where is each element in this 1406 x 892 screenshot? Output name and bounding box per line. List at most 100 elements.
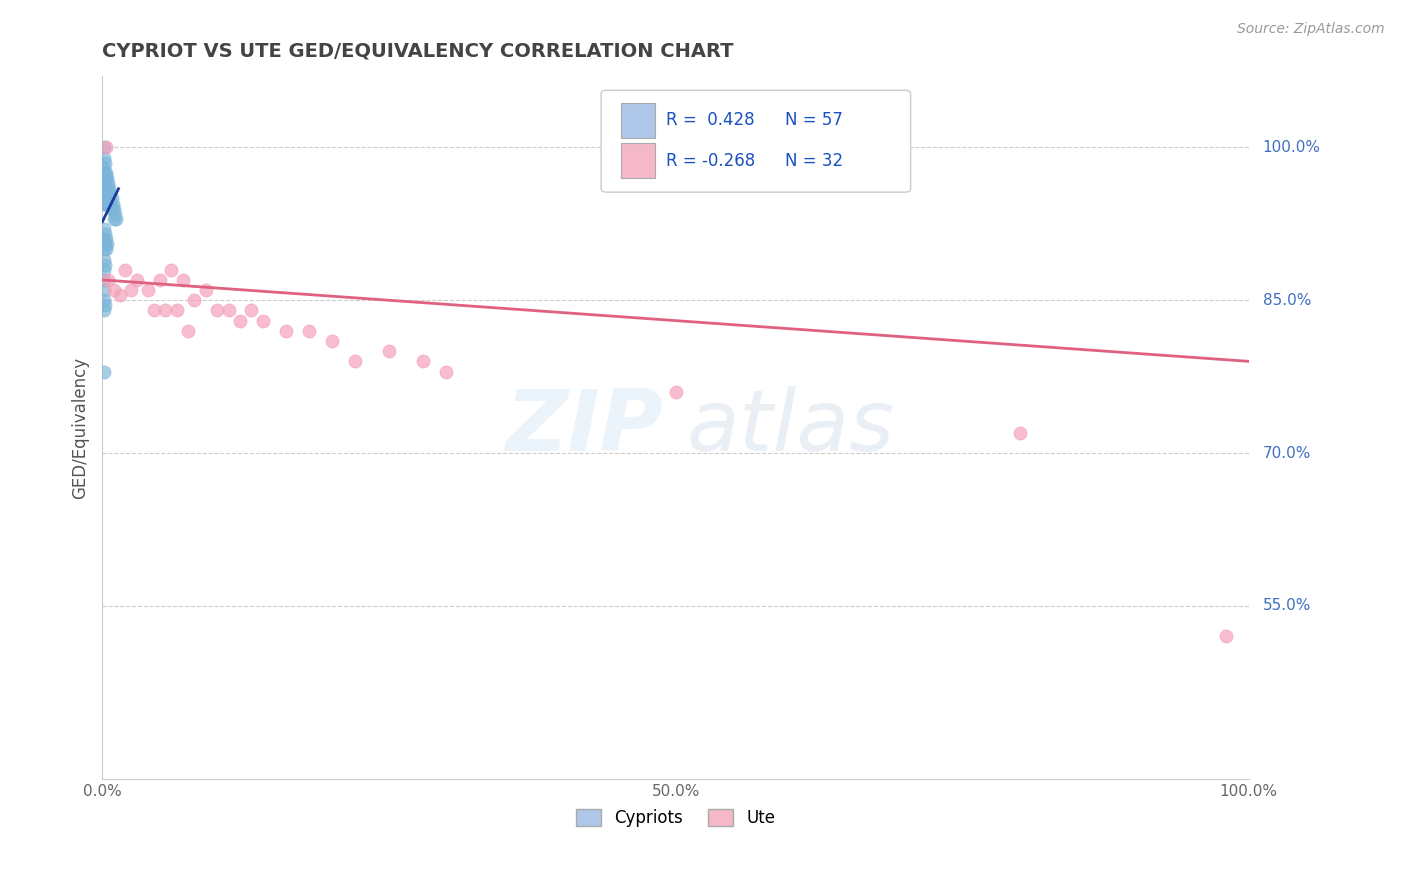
Point [105,211,128,226]
Point [103,283,125,297]
Point [93,166,115,180]
Point [94,140,117,154]
Point [93,262,115,277]
Point [96,171,118,186]
Point [229,313,252,327]
Text: 100.0%: 100.0% [1263,140,1320,155]
Point [93,155,115,169]
Point [120,283,142,297]
Point [94,171,117,186]
Point [194,283,217,297]
Point [183,293,205,308]
Point [93,176,115,190]
Point [177,324,200,338]
Point [94,181,117,195]
Point [93,171,115,186]
Point [240,303,263,318]
Point [93,298,115,312]
Point [155,303,177,318]
Point [93,243,115,257]
Point [94,232,117,246]
Point [96,237,118,252]
Point [218,303,240,318]
Point [665,384,688,399]
Point [93,161,115,175]
Y-axis label: GED/Equivalency: GED/Equivalency [72,357,89,499]
Point [93,232,115,246]
Point [100,202,122,216]
Point [298,324,321,338]
Text: ZIP: ZIP [505,386,662,469]
Point [166,303,188,318]
Point [100,186,122,201]
Point [125,273,148,287]
Point [172,273,194,287]
Point [103,202,125,216]
Text: 70.0%: 70.0% [1263,445,1310,460]
Point [93,166,115,180]
Point [100,196,122,211]
Point [93,237,115,252]
Text: Source: ZipAtlas.com: Source: ZipAtlas.com [1237,22,1385,37]
Point [93,196,115,211]
Point [378,344,401,359]
Point [100,191,122,205]
Point [412,354,434,368]
Point [93,151,115,165]
Text: R = -0.268: R = -0.268 [666,152,755,169]
Point [97,186,120,201]
Point [114,262,136,277]
Bar [620,103,655,138]
Point [93,273,115,287]
Point [93,365,115,379]
Point [94,166,117,180]
Point [93,176,115,190]
Point [252,313,274,327]
Point [93,293,115,308]
Point [343,354,366,368]
Point [93,196,115,211]
Point [93,283,115,297]
Point [97,196,120,211]
Point [93,140,115,154]
Text: 55.0%: 55.0% [1263,599,1310,614]
Point [93,252,115,267]
Point [93,181,115,195]
Point [94,186,117,201]
Point [205,303,228,318]
Point [98,191,121,205]
Point [93,186,115,201]
Point [160,262,183,277]
Point [93,258,115,272]
Text: 85.0%: 85.0% [1263,293,1310,308]
Legend: Cypriots, Ute: Cypriots, Ute [569,802,782,834]
Text: R =  0.428: R = 0.428 [666,112,755,129]
Point [96,181,118,195]
Point [96,191,118,205]
Text: atlas: atlas [686,386,894,469]
Point [93,222,115,236]
Point [93,171,115,186]
FancyBboxPatch shape [602,90,911,192]
Point [1215,629,1237,643]
Point [93,186,115,201]
Point [93,191,115,205]
Point [143,303,166,318]
Text: N = 32: N = 32 [785,152,842,169]
Point [93,191,115,205]
Point [94,196,117,211]
Point [93,181,115,195]
Point [434,365,457,379]
Point [98,181,121,195]
Point [93,303,115,318]
Point [321,334,343,348]
Point [274,324,297,338]
Point [136,283,159,297]
Point [97,273,120,287]
Text: N = 57: N = 57 [785,112,842,129]
Point [97,176,120,190]
Point [94,243,117,257]
Point [103,211,125,226]
Point [108,288,131,302]
Point [149,273,172,287]
